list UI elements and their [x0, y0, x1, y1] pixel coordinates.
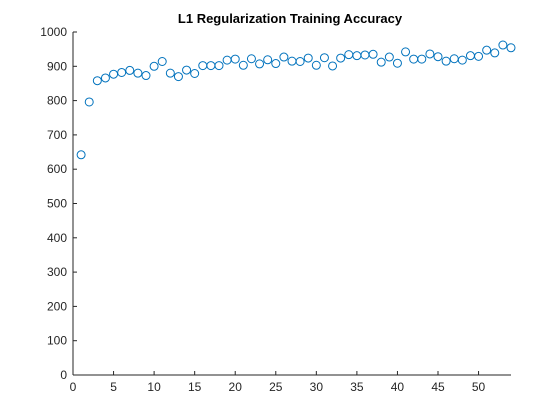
data-point [271, 59, 281, 69]
y-tick-label: 800 [47, 94, 67, 108]
data-point [109, 69, 119, 79]
x-tick-label: 10 [147, 380, 161, 394]
x-tick-label: 35 [350, 380, 364, 394]
data-point [149, 61, 159, 71]
x-tick-label: 25 [269, 380, 283, 394]
axes: 0 5 10 15 20 25 30 35 40 45 5001002003004005006007… [40, 25, 511, 394]
data-point [384, 52, 394, 62]
data-point [295, 56, 305, 66]
data-point [263, 55, 273, 65]
x-tick-label: 0 [70, 380, 77, 394]
data-point [246, 54, 256, 64]
data-point [441, 56, 451, 66]
data-point [173, 72, 183, 82]
data-point [165, 68, 175, 78]
data-point [76, 150, 86, 160]
y-tick-label: 400 [47, 231, 67, 245]
data-point [190, 69, 200, 79]
data-point [117, 67, 127, 77]
data-point [368, 49, 378, 59]
data-point [230, 54, 240, 64]
x-tick-label: 50 [472, 380, 486, 394]
data-point [311, 60, 321, 70]
data-point [360, 50, 370, 60]
data-point [433, 52, 443, 62]
data-point [92, 76, 102, 86]
x-tick-label: 5 [110, 380, 117, 394]
data-point [157, 56, 167, 66]
data-point [344, 50, 354, 60]
data-point [457, 55, 467, 65]
data-point [417, 54, 427, 64]
x-tick-label: 15 [188, 380, 202, 394]
y-tick-label: 1000 [40, 25, 67, 39]
y-tick-label: 100 [47, 334, 67, 348]
data-point [482, 45, 492, 55]
data-point [425, 49, 435, 59]
data-point [133, 68, 143, 78]
data-point [376, 57, 386, 67]
data-point [287, 56, 297, 66]
data-point [255, 59, 265, 69]
data-point [490, 48, 500, 58]
data-point [465, 51, 475, 61]
data-point [409, 54, 419, 64]
data-point [84, 97, 94, 107]
data-markers [76, 40, 516, 160]
x-tick-label: 30 [310, 380, 324, 394]
y-tick-label: 900 [47, 59, 67, 73]
data-point [449, 54, 459, 64]
y-tick-label: 500 [47, 197, 67, 211]
data-point [498, 40, 508, 50]
data-point [100, 73, 110, 83]
x-tick-label: 45 [431, 380, 445, 394]
y-tick-label: 200 [47, 299, 67, 313]
data-point [506, 43, 516, 53]
y-tick-label: 0 [60, 368, 67, 382]
data-point [125, 65, 135, 75]
data-point [198, 61, 208, 71]
data-point [222, 55, 232, 65]
data-point [392, 58, 402, 68]
data-point [206, 61, 216, 71]
data-point [279, 52, 289, 62]
x-tick-label: 40 [391, 380, 405, 394]
data-point [141, 71, 151, 81]
chart-title: L1 Regularization Training Accuracy [178, 11, 403, 26]
x-tick-label: 20 [229, 380, 243, 394]
data-point [352, 51, 362, 61]
data-point [303, 53, 313, 63]
data-point [401, 47, 411, 57]
data-point [474, 51, 484, 61]
y-tick-label: 700 [47, 128, 67, 142]
data-point [214, 61, 224, 71]
data-point [336, 53, 346, 63]
y-tick-label: 600 [47, 162, 67, 176]
y-tick-label: 300 [47, 265, 67, 279]
data-point [319, 53, 329, 63]
data-point [238, 60, 248, 70]
data-point [182, 65, 192, 75]
data-point [328, 61, 338, 71]
